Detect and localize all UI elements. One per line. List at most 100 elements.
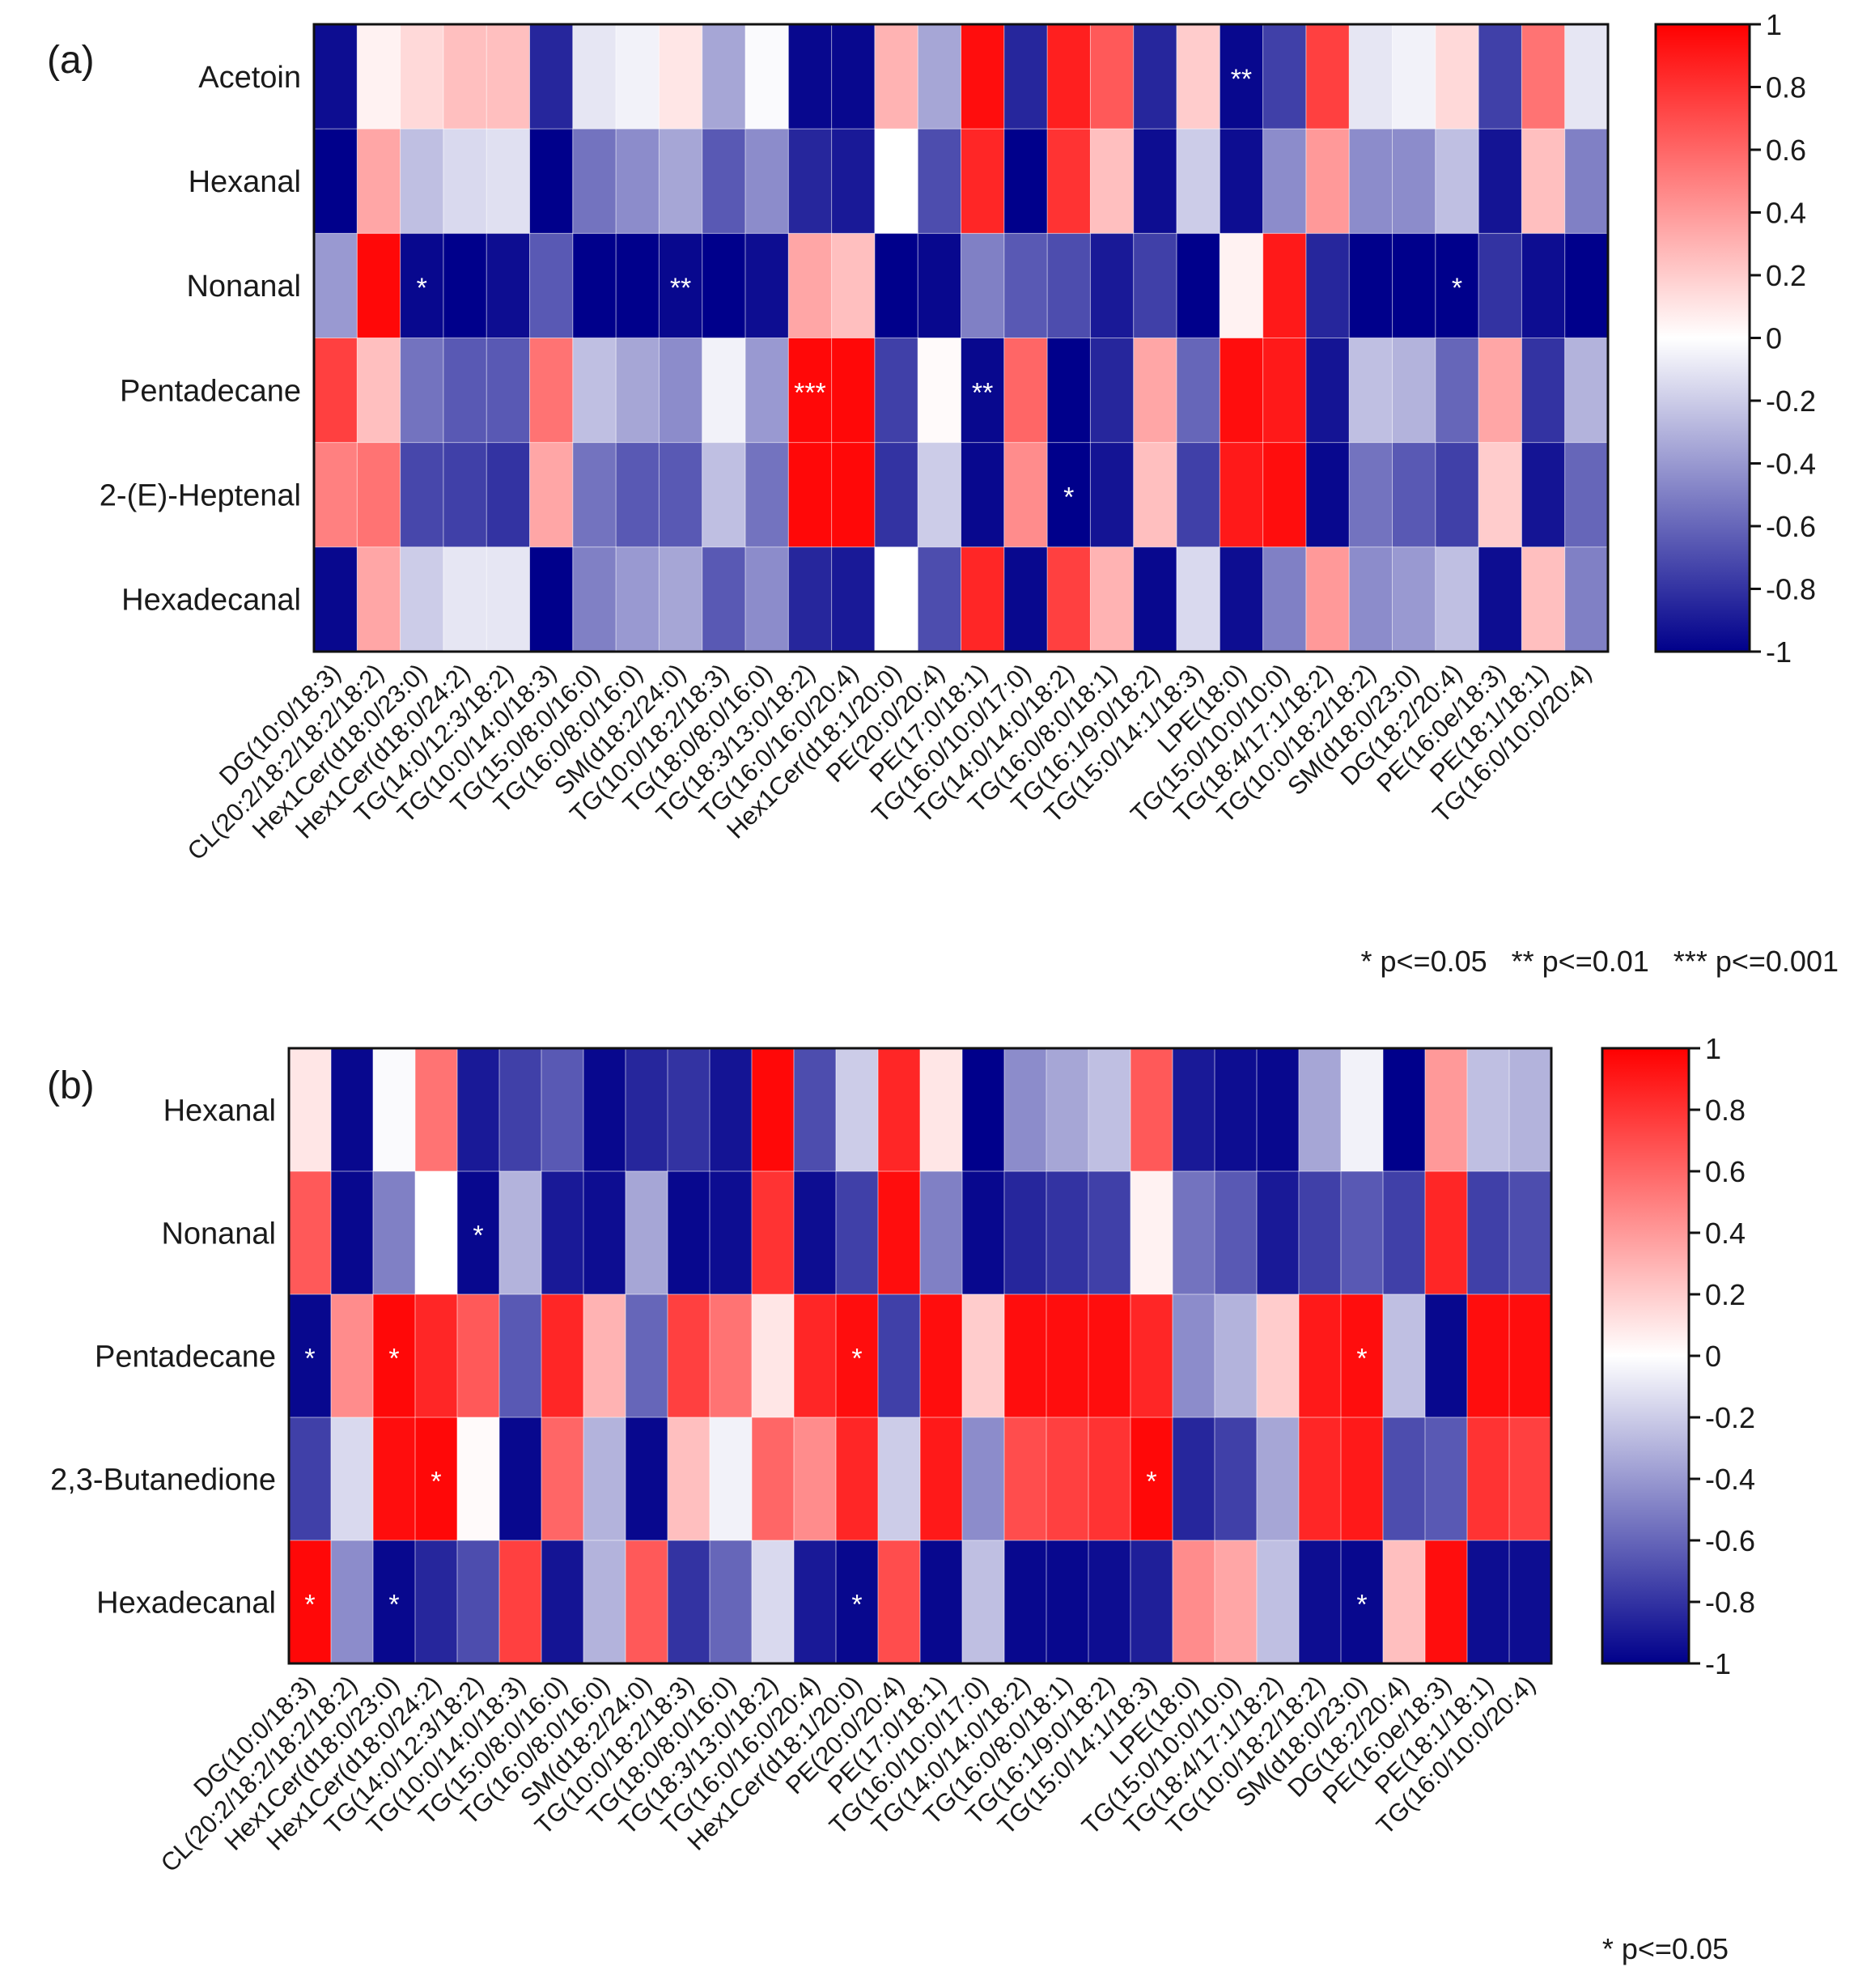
heatmap-cell [1172, 1417, 1215, 1541]
colorbar-tick-label: -0.8 [1766, 573, 1816, 606]
heatmap-cell [917, 23, 962, 130]
heatmap-cell [961, 128, 1005, 235]
heatmap-cell [541, 1293, 584, 1418]
heatmap-cell [877, 1170, 921, 1295]
heatmap-cell [835, 1540, 879, 1664]
heatmap-cell [1046, 546, 1092, 652]
row-label: Pentadecane [95, 1340, 276, 1374]
heatmap-cell [330, 1540, 374, 1664]
heatmap-cell [961, 1293, 1005, 1418]
heatmap-cell [1003, 1170, 1047, 1295]
heatmap-cell [1003, 1540, 1047, 1664]
heatmap-cell [1172, 1540, 1215, 1664]
heatmap-cell [1256, 1293, 1300, 1418]
heatmap-cell [1089, 232, 1135, 339]
heatmap-cell [456, 1047, 500, 1172]
heatmap-cell [961, 1170, 1005, 1295]
heatmap-cell [1466, 1540, 1510, 1664]
heatmap-cell [1348, 546, 1394, 652]
heatmap-cell [1046, 128, 1092, 235]
heatmap-cell [835, 1293, 879, 1418]
heatmap-cell [498, 1047, 542, 1172]
heatmap-cell [1219, 232, 1264, 339]
heatmap-cell [615, 338, 660, 444]
heatmap-cell [486, 338, 531, 444]
heatmap-cell [835, 1047, 879, 1172]
heatmap-cell [330, 1417, 374, 1541]
heatmap-cell [1424, 1047, 1468, 1172]
heatmap-cell [1478, 442, 1523, 548]
heatmap-cell [372, 1293, 416, 1418]
heatmap-cell [919, 1540, 963, 1664]
heatmap-frame [312, 23, 1610, 653]
heatmap-cell [919, 1047, 963, 1172]
heatmap-cell [1424, 1293, 1468, 1418]
heatmap-cell [1088, 1417, 1131, 1541]
heatmap-cell [751, 1170, 795, 1295]
heatmap-cell [702, 442, 746, 548]
heatmap-cell [625, 1293, 668, 1418]
heatmap-cell [372, 1047, 416, 1172]
heatmap-cell [572, 128, 617, 235]
heatmap-cell [1340, 1170, 1384, 1295]
heatmap-cell [1088, 1047, 1131, 1172]
heatmap-cell [835, 1417, 879, 1541]
heatmap-frame [287, 1047, 1553, 1665]
heatmap-cell [456, 1417, 500, 1541]
heatmap-cell [1003, 1417, 1047, 1541]
heatmap-cell [1435, 338, 1480, 444]
heatmap-cell [583, 1293, 626, 1418]
heatmap-cell [313, 546, 358, 652]
heatmap-cell [313, 442, 358, 548]
colorbar-tick-label: -0.4 [1766, 448, 1816, 481]
heatmap-cell [1392, 338, 1436, 444]
heatmap-cell [667, 1540, 711, 1664]
heatmap-cell [1348, 338, 1394, 444]
significance-marker: ** [670, 273, 691, 304]
heatmap-cell [877, 1047, 921, 1172]
significance-marker: * [388, 1589, 399, 1620]
heatmap-cell [615, 23, 660, 130]
heatmap-cell [1478, 128, 1523, 235]
heatmap-cell [1508, 1540, 1552, 1664]
heatmap-cell [709, 1170, 753, 1295]
heatmap-cell [1003, 1293, 1047, 1418]
heatmap-cell [1256, 1170, 1300, 1295]
heatmap-cell [1348, 128, 1394, 235]
colorbar-tick-label: 0 [1705, 1340, 1721, 1373]
heatmap-cell [1521, 442, 1566, 548]
heatmap-cell [1392, 232, 1436, 339]
heatmap-cell [486, 546, 531, 652]
heatmap-cell [1348, 23, 1394, 130]
heatmap-cell [443, 23, 488, 130]
colorbar-tick-label: 1 [1766, 8, 1782, 41]
heatmap-cell [1214, 1170, 1258, 1295]
heatmap-cell [1521, 232, 1566, 339]
heatmap-cell [486, 232, 531, 339]
heatmap-cell [1305, 23, 1351, 130]
heatmap-cell [667, 1047, 711, 1172]
heatmap-cell [625, 1170, 668, 1295]
heatmap-cell [751, 1047, 795, 1172]
heatmap-cell [1521, 23, 1566, 130]
heatmap-cell [1089, 23, 1135, 130]
row-label: Acetoin [198, 61, 301, 95]
heatmap-cell [1089, 338, 1135, 444]
heatmap-cell [615, 128, 660, 235]
heatmap-cell [1133, 442, 1177, 548]
heatmap-cell [313, 232, 358, 339]
heatmap-cell [1176, 128, 1221, 235]
heatmap-cell [1508, 1170, 1552, 1295]
significance-marker: ** [972, 377, 993, 408]
heatmap-cell [1089, 442, 1135, 548]
heatmap-cell [1214, 1293, 1258, 1418]
heatmap-cell [1262, 442, 1307, 548]
heatmap-cell [1219, 128, 1264, 235]
colorbar-tick-label: 0.4 [1766, 197, 1806, 230]
heatmap-cell [1088, 1293, 1131, 1418]
heatmap-cell [313, 338, 358, 444]
heatmap-cell [709, 1047, 753, 1172]
heatmap-cell [414, 1047, 458, 1172]
heatmap-cell [1466, 1047, 1510, 1172]
heatmap-cell [443, 338, 488, 444]
